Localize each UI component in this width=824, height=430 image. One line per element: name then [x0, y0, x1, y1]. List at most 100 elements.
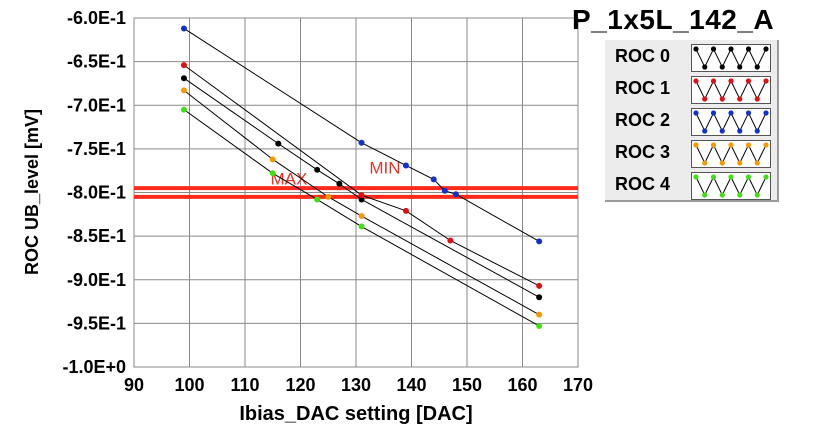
data-point-roc-1 — [447, 237, 454, 244]
legend-swatch-marker — [754, 160, 760, 166]
data-point-roc-1 — [402, 207, 409, 214]
legend-swatch-marker — [763, 46, 769, 52]
y-tick-label: -8.0E-1 — [67, 183, 126, 203]
x-tick-label: 160 — [507, 375, 537, 395]
series-group — [180, 25, 543, 329]
y-axis-label: ROC UB_level [mV] — [22, 109, 42, 275]
y-tick-label: -6.0E-1 — [67, 8, 126, 28]
legend-swatch-marker — [745, 142, 752, 148]
data-point-roc-2 — [452, 191, 459, 198]
legend-swatch-marker — [693, 78, 699, 84]
data-point-roc-0 — [275, 140, 282, 147]
legend-swatch-marker — [763, 142, 769, 148]
data-point-roc-0 — [180, 75, 187, 82]
legend-swatch-marker — [728, 174, 734, 180]
y-tick-label: -1.0E+0 — [62, 357, 126, 377]
legend-swatch-marker — [710, 110, 717, 116]
x-tick-label: 140 — [396, 375, 426, 395]
legend-swatch-marker — [719, 160, 725, 166]
legend-swatch-marker — [745, 46, 752, 52]
data-point-roc-4 — [358, 223, 365, 230]
legend-item-roc-0: ROC 0 — [605, 42, 777, 74]
legend-swatch-marker — [719, 192, 725, 198]
data-point-roc-0 — [314, 166, 321, 173]
legend-swatch-marker — [737, 128, 743, 134]
legend-swatch-marker — [719, 128, 725, 134]
data-point-roc-2 — [441, 187, 448, 194]
legend-swatch-marker — [710, 46, 717, 52]
data-point-roc-4 — [180, 106, 187, 113]
data-point-roc-1 — [358, 192, 365, 199]
chart-title: P_1x5L_142_A — [572, 4, 775, 35]
legend-swatch-marker — [745, 110, 752, 116]
data-point-roc-0 — [358, 196, 365, 203]
legend-swatch-marker — [763, 174, 769, 180]
legend-swatch-marker — [737, 64, 743, 70]
x-tick-label: 170 — [563, 375, 593, 395]
data-point-roc-1 — [180, 62, 187, 69]
series-line-roc-0 — [183, 77, 540, 298]
data-point-roc-3 — [269, 156, 276, 163]
legend-item-roc-4: ROC 4 — [605, 170, 777, 202]
legend-swatch-line — [695, 143, 767, 165]
legend-swatch-marker — [728, 110, 734, 116]
legend-swatch-marker — [693, 110, 699, 116]
x-tick-label: 90 — [124, 375, 144, 395]
legend-swatch-marker — [728, 142, 734, 148]
legend-swatch-line — [695, 111, 767, 133]
legend-swatch-marker — [763, 110, 769, 116]
legend-label: ROC 3 — [615, 142, 671, 162]
data-point-roc-0 — [536, 294, 543, 301]
legend-swatch-marker — [693, 142, 699, 148]
legend-label: ROC 2 — [615, 110, 671, 130]
legend-swatch-graphic — [693, 78, 769, 102]
y-tick-label: -8.5E-1 — [67, 226, 126, 246]
legend-label: ROC 1 — [615, 78, 671, 98]
data-point-roc-3 — [536, 311, 543, 318]
y-tick-label: -6.5E-1 — [67, 52, 126, 72]
legend-swatch-marker — [754, 192, 760, 198]
x-axis-label: Ibias_DAC setting [DAC] — [239, 403, 472, 425]
data-point-roc-3 — [358, 213, 365, 220]
data-point-roc-2 — [358, 139, 365, 146]
threshold-lines: MAX MIN — [134, 158, 578, 199]
legend-swatch-line — [695, 47, 767, 69]
legend-swatch — [691, 76, 771, 104]
legend: ROC 0 ROC 1 ROC 2 ROC 3 ROC 4 — [605, 40, 779, 202]
y-axis-ticks: -6.0E-1 -6.5E-1 -7.0E-1 -7.5E-1 -8.0E-1 -8.5E… — [62, 8, 126, 377]
legend-item-roc-1: ROC 1 — [605, 74, 777, 106]
y-tick-label: -7.0E-1 — [67, 95, 126, 115]
legend-swatch-marker — [693, 46, 699, 52]
legend-swatch-marker — [702, 64, 708, 70]
x-tick-label: 150 — [452, 375, 482, 395]
legend-swatch — [691, 172, 771, 200]
legend-swatch-line — [695, 175, 767, 197]
y-tick-label: -9.0E-1 — [67, 270, 126, 290]
legend-swatch-marker — [737, 160, 743, 166]
legend-swatch-marker — [737, 96, 743, 102]
legend-swatch-graphic — [693, 142, 769, 166]
legend-swatch-marker — [719, 96, 725, 102]
legend-swatch-marker — [702, 96, 708, 102]
data-point-roc-3 — [180, 87, 187, 94]
y-tick-label: -7.5E-1 — [67, 139, 126, 159]
data-point-roc-4 — [314, 196, 321, 203]
threshold-label-min: MIN — [369, 158, 400, 177]
legend-swatch-graphic — [693, 110, 769, 134]
legend-swatch-marker — [754, 96, 760, 102]
legend-item-roc-2: ROC 2 — [605, 106, 777, 138]
legend-swatch — [691, 140, 771, 168]
x-tick-label: 100 — [174, 375, 204, 395]
legend-item-roc-3: ROC 3 — [605, 138, 777, 170]
data-point-roc-2 — [180, 25, 187, 32]
x-axis-ticks: 90 100 110 120 130 140 150 160 170 — [124, 375, 593, 395]
data-point-roc-2 — [536, 238, 543, 245]
data-point-roc-0 — [336, 180, 343, 187]
data-point-roc-3 — [325, 193, 332, 200]
legend-swatch — [691, 44, 771, 72]
legend-swatch — [691, 108, 771, 136]
legend-swatch-line — [695, 79, 767, 101]
legend-swatch-graphic — [693, 174, 769, 198]
legend-swatch-marker — [702, 128, 708, 134]
legend-swatch-marker — [745, 78, 752, 84]
